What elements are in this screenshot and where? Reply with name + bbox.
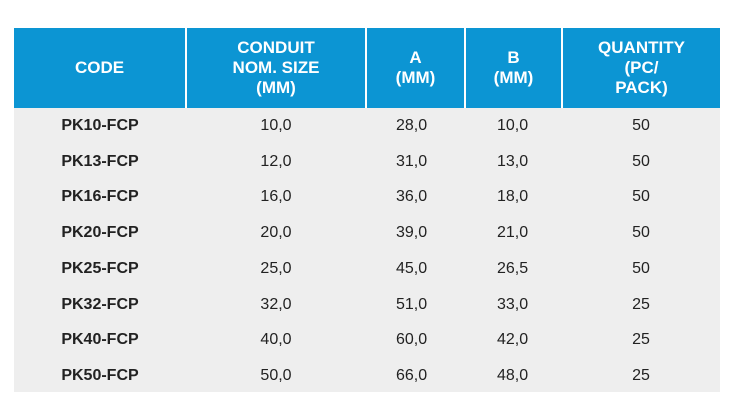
header-a-line-2: (MM) [395, 68, 436, 87]
cell-quantity: 50 [632, 152, 650, 170]
cell-code: PK10-FCP [61, 116, 139, 134]
table-row: PK32-FCP 32,0 51,0 33,0 25 [14, 287, 720, 323]
cell-quantity: 50 [632, 188, 650, 206]
cell-code: PK40-FCP [61, 331, 139, 349]
header-quantity-line-3: PACK) [615, 78, 668, 97]
cell-b: 42,0 [497, 331, 529, 349]
cell-b: 48,0 [497, 367, 529, 385]
cell-code: PK50-FCP [61, 367, 139, 385]
header-conduit-line-3: (MM) [256, 78, 296, 97]
cell-size: 16,0 [260, 188, 292, 206]
header-row: CODE CONDUIT NOM. SIZE (MM) A (MM) B (MM… [14, 28, 720, 108]
cell-code: PK13-FCP [61, 152, 139, 170]
table-row: PK40-FCP 40,0 60,0 42,0 25 [14, 323, 720, 359]
header-conduit-nom-size: CONDUIT NOM. SIZE (MM) [186, 28, 367, 108]
cell-size: 10,0 [260, 116, 292, 134]
cell-a: 66,0 [396, 367, 428, 385]
header-conduit-line-2: NOM. SIZE [232, 58, 320, 77]
table-header: CODE CONDUIT NOM. SIZE (MM) A (MM) B (MM… [14, 28, 720, 108]
cell-a: 39,0 [396, 224, 428, 242]
header-b: B (MM) [465, 28, 563, 108]
cell-code: PK25-FCP [61, 259, 139, 277]
table-row: PK25-FCP 25,0 45,0 26,5 50 [14, 251, 720, 287]
table-row: PK50-FCP 50,0 66,0 48,0 25 [14, 358, 720, 394]
table-row: PK10-FCP 10,0 28,0 10,0 50 [14, 108, 720, 144]
cell-size: 25,0 [260, 259, 292, 277]
table-body: PK10-FCP 10,0 28,0 10,0 50 PK13-FCP 12,0… [14, 108, 720, 394]
cell-quantity: 25 [632, 331, 650, 349]
cell-b: 13,0 [497, 152, 529, 170]
cell-code: PK16-FCP [61, 188, 139, 206]
cell-code: PK32-FCP [61, 295, 139, 313]
cell-b: 33,0 [497, 295, 529, 313]
cell-quantity: 50 [632, 259, 650, 277]
cell-size: 40,0 [260, 331, 292, 349]
cell-quantity: 50 [632, 224, 650, 242]
header-conduit-line-1: CONDUIT [237, 38, 315, 57]
header-quantity: QUANTITY (PC/ PACK) [562, 28, 720, 108]
table-row: PK20-FCP 20,0 39,0 21,0 50 [14, 215, 720, 251]
cell-size: 50,0 [260, 367, 292, 385]
cell-size: 20,0 [260, 224, 292, 242]
header-a-line-1: A [409, 48, 422, 67]
cell-quantity: 25 [632, 367, 650, 385]
header-code-line: CODE [74, 58, 125, 77]
cell-size: 32,0 [260, 295, 292, 313]
table-row: PK16-FCP 16,0 36,0 18,0 50 [14, 180, 720, 216]
cell-b: 21,0 [497, 224, 529, 242]
header-a: A (MM) [366, 28, 466, 108]
cell-size: 12,0 [260, 152, 292, 170]
header-quantity-line-2: (PC/ [624, 58, 659, 77]
cell-b: 10,0 [497, 116, 529, 134]
product-table-container: CODE CONDUIT NOM. SIZE (MM) A (MM) B (MM… [14, 28, 720, 392]
cell-a: 36,0 [396, 188, 428, 206]
header-b-line-1: B [507, 48, 520, 67]
table-row: PK13-FCP 12,0 31,0 13,0 50 [14, 144, 720, 180]
product-table: CODE CONDUIT NOM. SIZE (MM) A (MM) B (MM… [14, 28, 720, 394]
cell-code: PK20-FCP [61, 224, 139, 242]
cell-a: 45,0 [396, 259, 428, 277]
header-code: CODE [14, 28, 187, 108]
cell-a: 51,0 [396, 295, 428, 313]
cell-a: 31,0 [396, 152, 428, 170]
cell-b: 26,5 [497, 259, 529, 277]
cell-quantity: 25 [632, 295, 650, 313]
header-quantity-line-1: QUANTITY [598, 38, 685, 57]
cell-a: 28,0 [396, 116, 428, 134]
cell-a: 60,0 [396, 331, 428, 349]
header-b-line-2: (MM) [493, 68, 534, 87]
cell-quantity: 50 [632, 116, 650, 134]
cell-b: 18,0 [497, 188, 529, 206]
